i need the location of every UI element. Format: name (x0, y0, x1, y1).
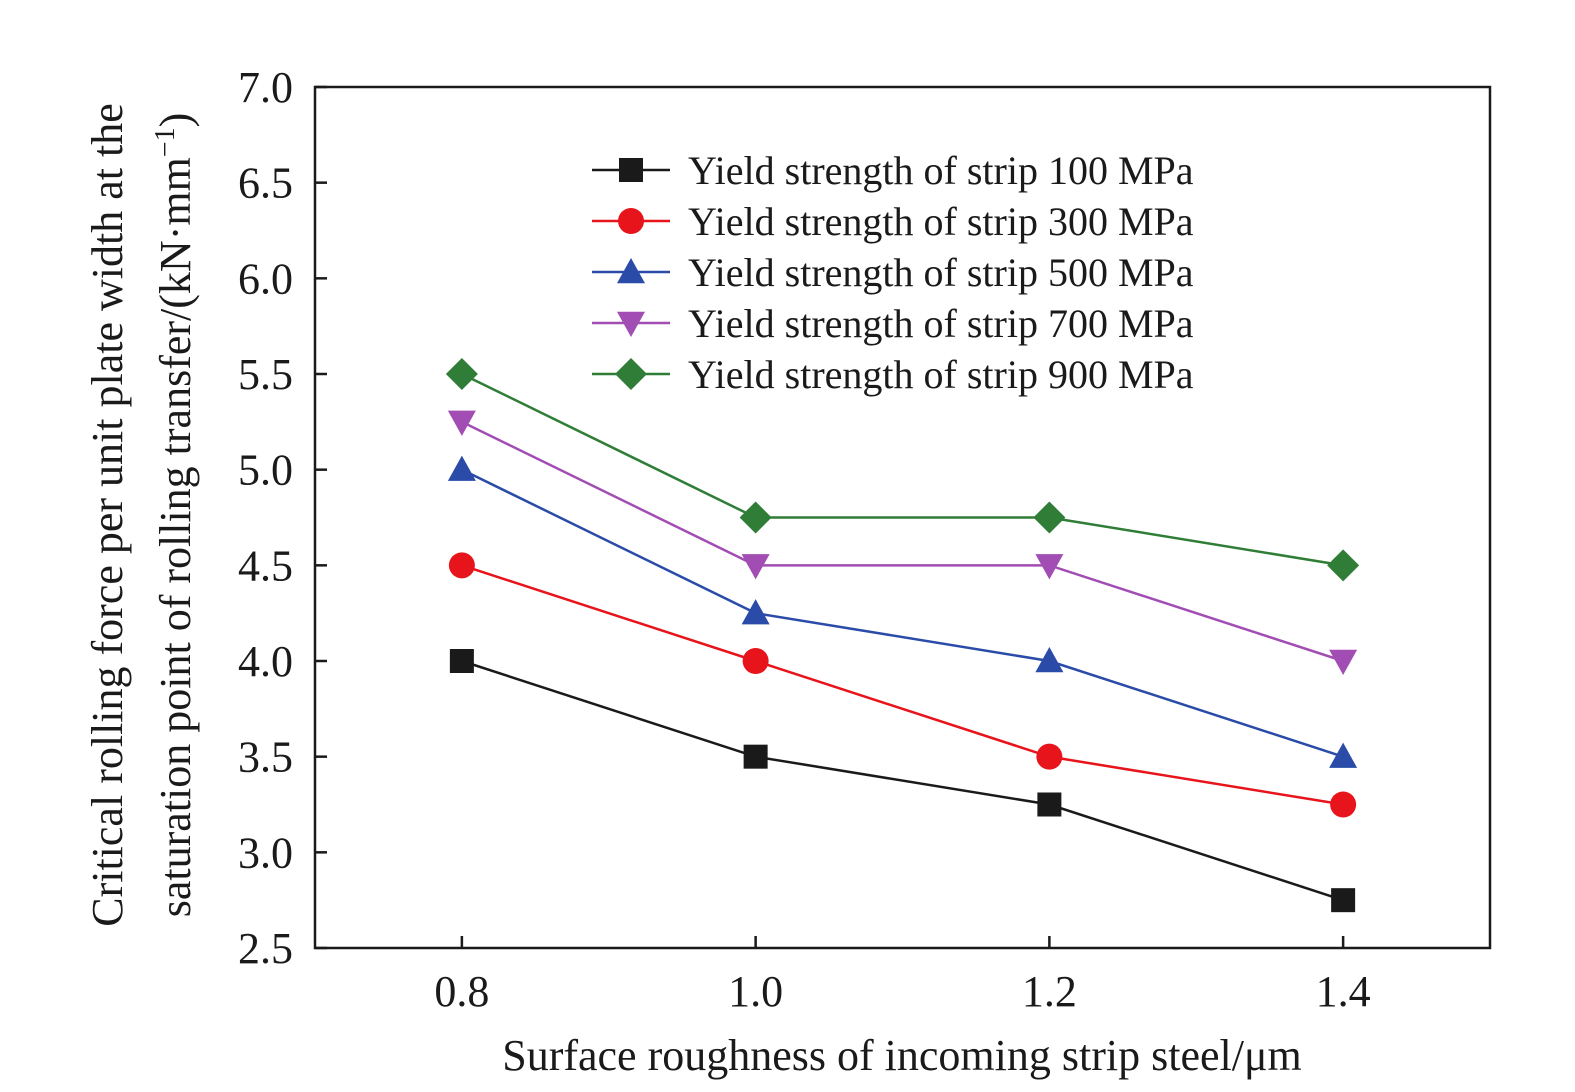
data-point (1329, 649, 1358, 675)
data-point (1035, 554, 1064, 580)
data-point (1033, 501, 1066, 534)
data-point (448, 552, 475, 579)
x-tick-label: 1.2 (1022, 967, 1077, 1016)
series-line (461, 372, 1344, 567)
x-tick-label: 1.4 (1316, 967, 1371, 1016)
legend-marker (617, 258, 645, 284)
data-point (449, 649, 474, 673)
y-tick-label: 6.0 (238, 254, 293, 303)
y-tick-label: 4.0 (238, 637, 293, 686)
y-tick-label: 5.0 (238, 446, 293, 495)
series-2 (448, 552, 1357, 818)
series-line (461, 420, 1344, 663)
series-line (461, 468, 1344, 758)
series-5 (445, 358, 1360, 582)
data-point (447, 410, 476, 436)
y-tick-label: 3.0 (238, 828, 293, 877)
data-point (741, 599, 770, 625)
legend-entry: Yield strength of strip 100 MPa (592, 148, 1194, 193)
data-point (1327, 549, 1360, 582)
data-point (743, 744, 768, 769)
y-tick-label: 6.5 (238, 159, 293, 208)
y-axis-title-superscript: −1 (150, 127, 181, 157)
y-axis-title-suffix: ) (151, 113, 200, 128)
legend-label: Yield strength of strip 700 MPa (688, 301, 1194, 346)
legend-entry: Yield strength of strip 300 MPa (592, 199, 1194, 244)
y-axis-title-line2-main: saturation point of rolling transfer/(kN… (151, 157, 200, 917)
data-point (1037, 792, 1062, 817)
y-axis-title-line2-group: saturation point of rolling transfer/(kN… (150, 113, 200, 918)
series-4 (447, 410, 1358, 675)
series-line (461, 659, 1344, 902)
x-tick-label: 0.8 (434, 967, 489, 1016)
data-point (1331, 888, 1356, 913)
series-line (461, 564, 1344, 806)
legend-entry: Yield strength of strip 700 MPa (592, 301, 1194, 346)
y-axis-title-line1-group: Critical rolling force per unit plate wi… (83, 103, 132, 927)
data-point (445, 358, 478, 390)
x-axis-title: Surface roughness of incoming strip stee… (502, 1031, 1302, 1080)
ticks-layer: 2.5 3.0 3.5 4.0 4.5 5.0 5.5 6.0 6.5 7.0 0.8 1.0 1.2 1… (238, 63, 1371, 1016)
x-tick-label: 1.0 (728, 967, 783, 1016)
data-point (1330, 791, 1357, 818)
plot-frame (313, 85, 1492, 950)
y-axis-title-line2: saturation point of rolling transfer/(kN… (150, 113, 200, 918)
legend: Yield strength of strip 100 MPa Yield str… (592, 148, 1194, 397)
legend-marker (619, 158, 643, 182)
legend-entry: Yield strength of strip 500 MPa (592, 250, 1194, 295)
data-point (741, 554, 770, 580)
y-tick-label: 5.5 (238, 350, 293, 399)
series-3 (447, 455, 1358, 768)
series-1 (449, 649, 1356, 913)
data-point (1329, 742, 1358, 768)
y-tick-label: 3.5 (238, 733, 293, 782)
series-layer (445, 358, 1360, 913)
y-tick-label: 7.0 (238, 63, 293, 112)
y-tick-label: 4.5 (238, 541, 293, 590)
data-point (742, 648, 769, 674)
data-point (739, 501, 772, 534)
data-point (1035, 647, 1064, 673)
legend-marker (615, 358, 647, 390)
legend-marker (618, 208, 644, 234)
legend-label: Yield strength of strip 100 MPa (688, 148, 1194, 193)
y-tick-label: 2.5 (238, 924, 293, 973)
legend-label: Yield strength of strip 500 MPa (688, 250, 1194, 295)
data-point (1036, 743, 1063, 770)
legend-label: Yield strength of strip 300 MPa (688, 199, 1194, 244)
data-point (447, 455, 476, 481)
legend-label: Yield strength of strip 900 MPa (688, 352, 1194, 397)
legend-marker (617, 311, 645, 337)
legend-entry: Yield strength of strip 900 MPa (592, 352, 1194, 397)
y-axis-title-line1: Critical rolling force per unit plate wi… (83, 103, 132, 927)
